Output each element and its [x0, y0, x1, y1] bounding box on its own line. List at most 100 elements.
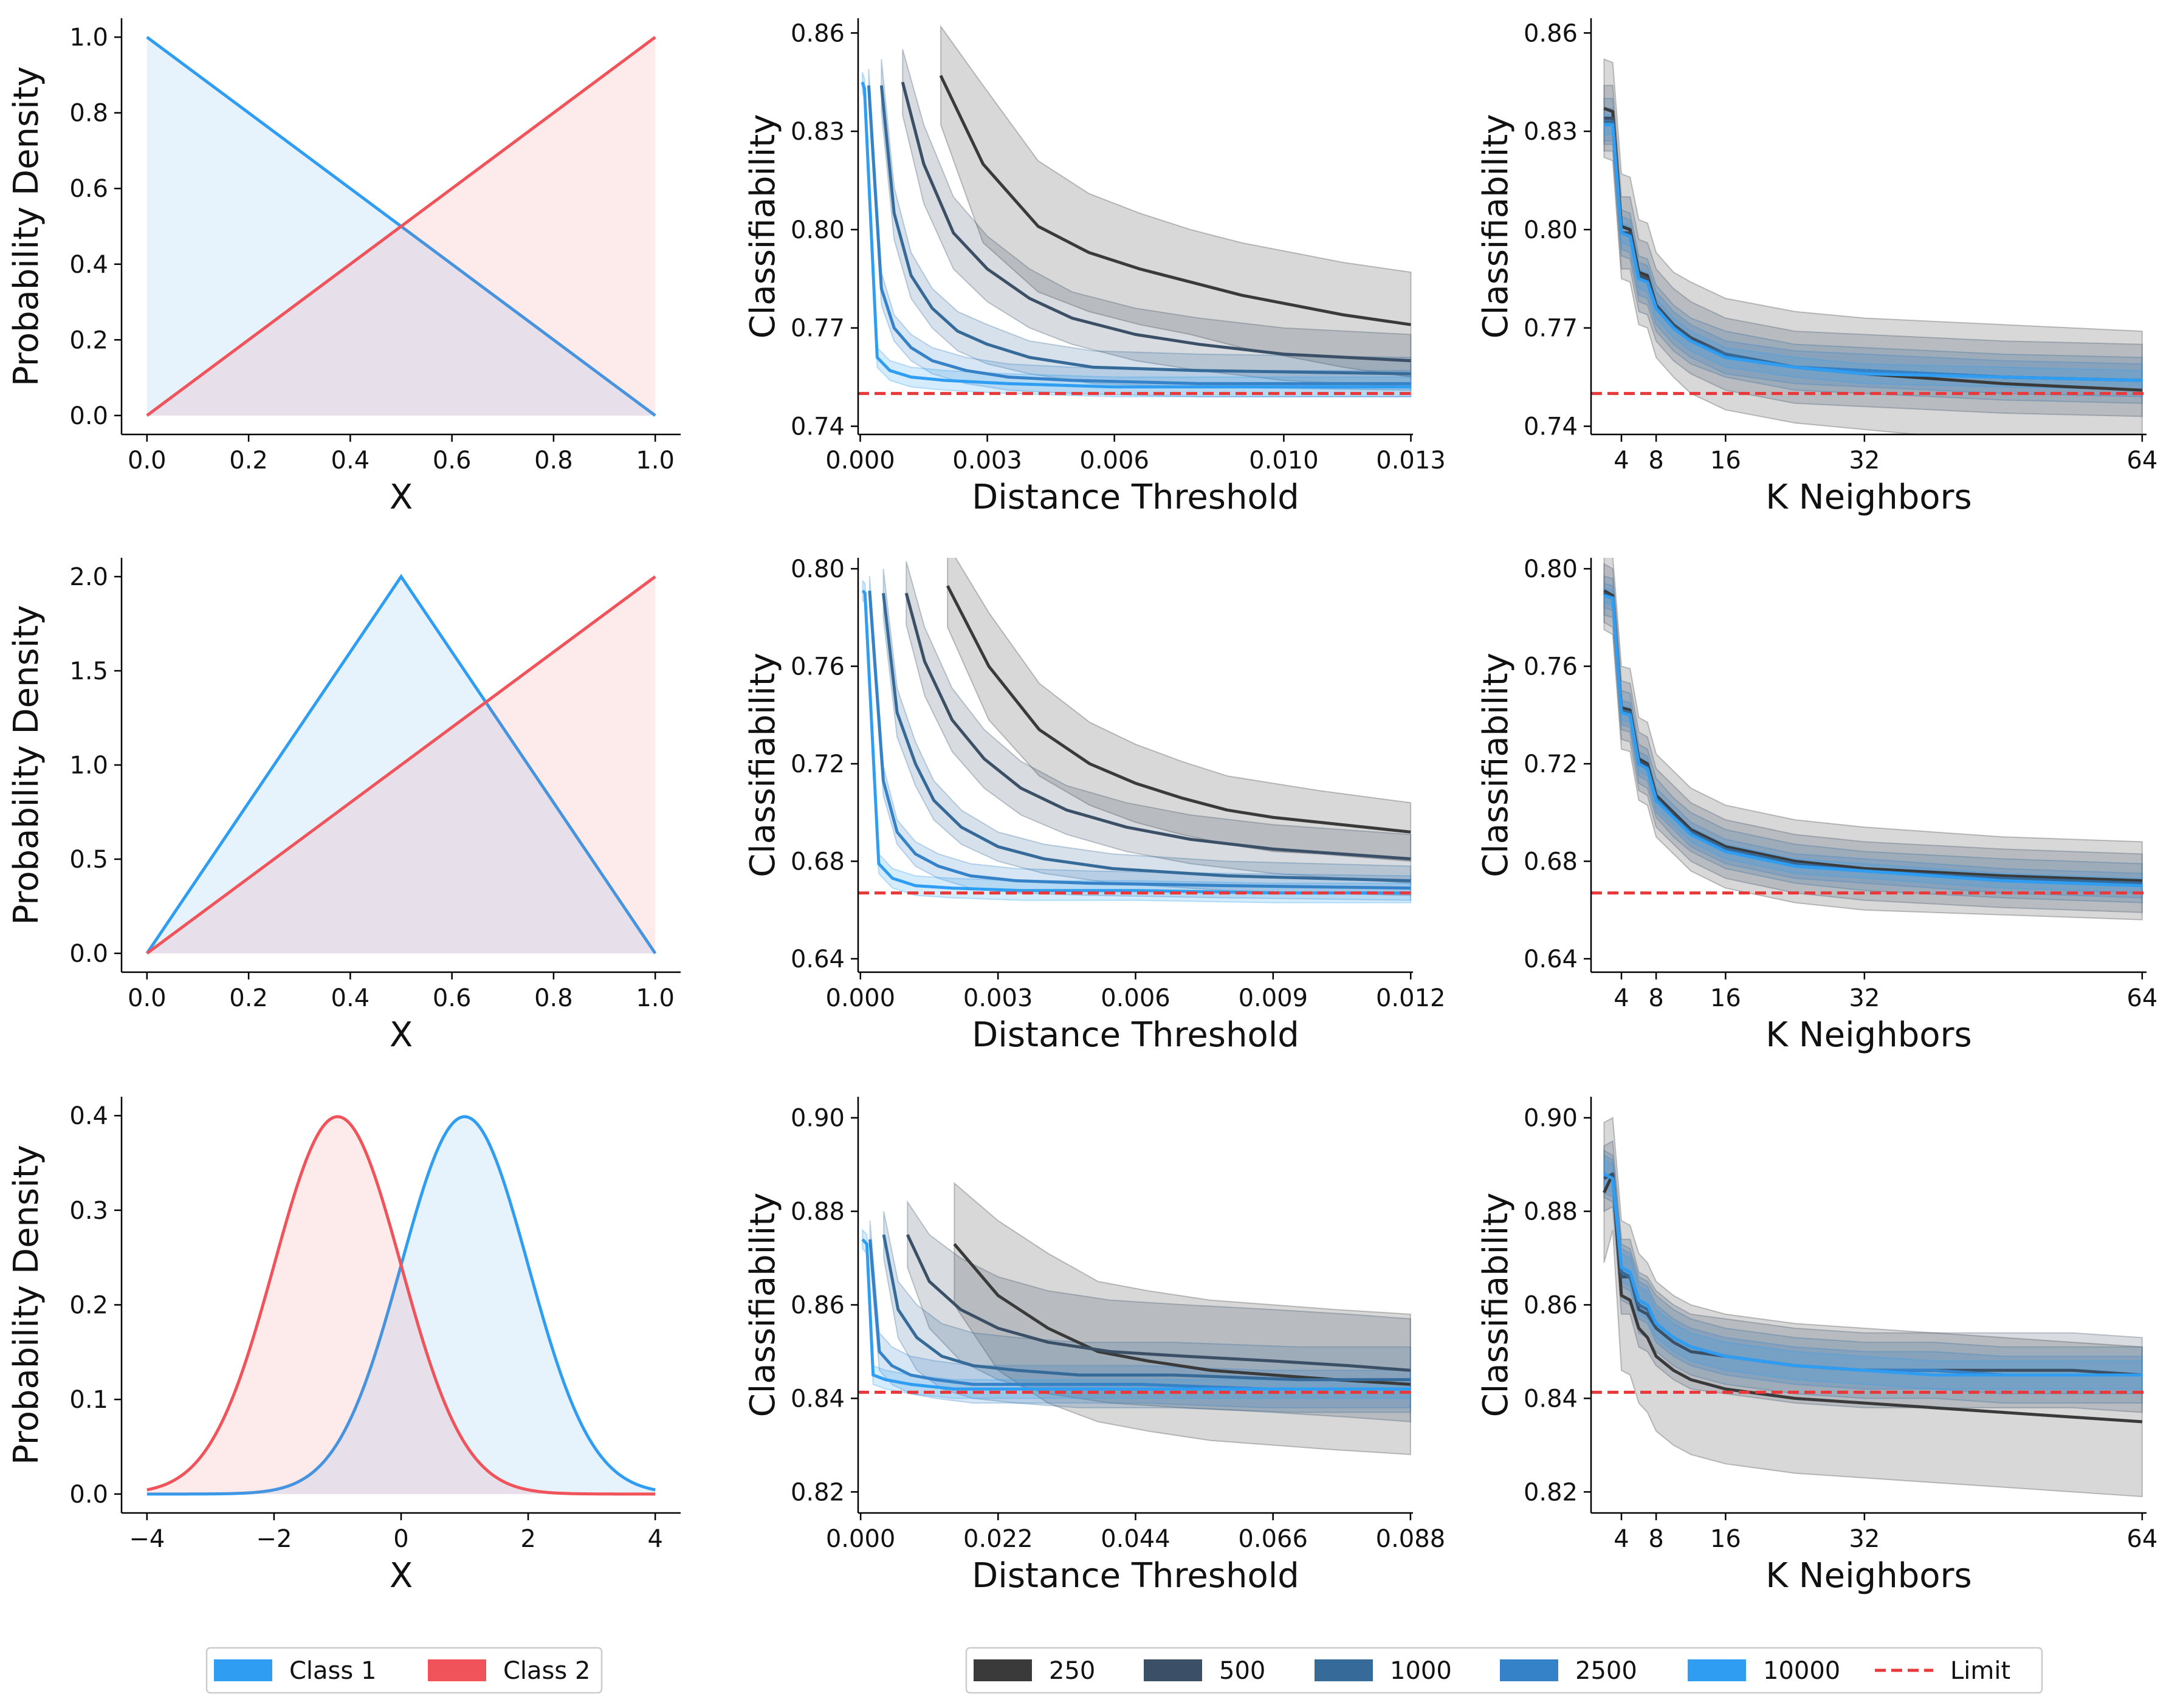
- legend-classes: Class 1 Class 2: [205, 1647, 603, 1694]
- x-axis-label: X: [390, 1015, 413, 1055]
- y-tick-label: 0.88: [1524, 1198, 1578, 1226]
- x-tick-label: 32: [1849, 447, 1880, 475]
- panel-r2c1: 0.0 0.2 0.4 0.6 0.8 1.0 0.0 0.5 1.0 1.5 2.0 X Probab…: [7, 558, 681, 1055]
- y-tick-label: 0.4: [69, 1102, 108, 1130]
- x-tick-label: 0.006: [1079, 447, 1149, 475]
- y-tick-label: 0.0: [69, 940, 108, 968]
- x-axis-label: Distance Threshold: [972, 1556, 1299, 1596]
- density-line-2: [146, 36, 656, 417]
- band-10000: [1603, 1159, 2143, 1390]
- legend-swatch: [974, 1659, 1032, 1681]
- y-tick-label: 0.64: [1524, 945, 1578, 973]
- legend-label: Class 2: [503, 1657, 590, 1685]
- x-tick-label: 0.4: [331, 984, 370, 1012]
- x-tick-label: −4: [129, 1525, 165, 1553]
- x-tick-label: 0.0: [128, 984, 167, 1012]
- x-tick-label: −2: [256, 1525, 292, 1553]
- band-250: [954, 1182, 1411, 1455]
- x-tick-label: 0.2: [229, 447, 268, 475]
- band-500: [1603, 84, 2143, 417]
- x-tick-label: 0.8: [534, 447, 573, 475]
- panel-r2c2: 0.000 0.003 0.006 0.009 0.012 0.64 0.68 0.72 0.7…: [743, 555, 1445, 1055]
- x-tick-label: 0.009: [1239, 984, 1308, 1012]
- x-tick-label: 0.006: [1101, 984, 1170, 1012]
- y-tick-label: 0.90: [791, 1105, 845, 1133]
- x-tick-label: 4: [1614, 447, 1629, 475]
- band-2500: [1603, 108, 2143, 397]
- panel-r1c2: 0.000 0.003 0.006 0.010 0.013 0.74 0.77 0.80 0.8…: [743, 18, 1446, 517]
- y-axis-label: Classifiability: [1476, 653, 1516, 877]
- y-tick-label: 0.86: [1524, 1292, 1578, 1320]
- x-tick-label: 0.066: [1238, 1525, 1308, 1553]
- series-line-10000: [1603, 594, 2142, 888]
- y-tick-label: 0.82: [791, 1478, 845, 1506]
- y-axis-label: Classifiability: [1476, 114, 1516, 339]
- band-2500: [1603, 582, 2143, 899]
- legend-swatch: [1144, 1659, 1202, 1681]
- series-line-250: [1603, 1172, 2143, 1424]
- legend-label: 250: [1049, 1657, 1095, 1685]
- y-axis-label: Classifiability: [1476, 1193, 1516, 1418]
- series-line-1000: [882, 592, 1411, 883]
- x-tick-label: 0.6: [433, 447, 472, 475]
- x-tick-label: 0.013: [1376, 447, 1446, 475]
- y-tick-label: 0.68: [1524, 848, 1578, 876]
- legend-swatch: [428, 1659, 486, 1681]
- series-line-2500: [868, 1239, 1411, 1391]
- density-fill-2: [146, 1116, 656, 1494]
- series-line-500: [901, 81, 1411, 363]
- x-tick-label: 0: [393, 1525, 408, 1553]
- y-tick-label: 0.84: [1524, 1385, 1578, 1413]
- band-250: [1603, 58, 2143, 434]
- y-tick-label: 0.86: [791, 19, 845, 47]
- x-tick-label: 4: [647, 1525, 662, 1553]
- y-tick-label: 0.76: [791, 653, 845, 681]
- y-tick-label: 0.77: [1524, 315, 1578, 343]
- series-line-1000: [882, 1234, 1411, 1382]
- series-line-250: [946, 585, 1411, 834]
- plot-area: [146, 36, 656, 417]
- x-tick-label: 0.022: [963, 1525, 1033, 1553]
- y-tick-label: 2.0: [69, 563, 108, 591]
- series-line-2500: [867, 85, 1411, 385]
- y-tick-label: 0.86: [1524, 19, 1578, 47]
- y-tick-label: 0.84: [791, 1385, 845, 1413]
- density-line-2: [146, 1115, 656, 1496]
- x-axis-label: Distance Threshold: [972, 478, 1299, 517]
- band-500: [1603, 1140, 2143, 1413]
- series-line-500: [906, 1233, 1411, 1372]
- density-fill-1: [146, 1116, 656, 1494]
- y-tick-label: 0.80: [1524, 555, 1578, 583]
- series-line-250: [953, 1243, 1411, 1386]
- legend-sizes: 250 500 1000 2500 10000 Limit: [965, 1647, 2043, 1694]
- y-axis-label: Probability Density: [7, 605, 46, 925]
- plot-area: [858, 1182, 1413, 1455]
- y-tick-label: 0.80: [791, 216, 845, 244]
- x-tick-label: 32: [1849, 1525, 1880, 1553]
- x-tick-label: 64: [2126, 984, 2157, 1012]
- y-tick-label: 0.77: [791, 315, 845, 343]
- band-500: [902, 49, 1412, 388]
- x-tick-label: 0.0: [128, 447, 167, 475]
- series-line-10000: [861, 1238, 1411, 1391]
- x-tick-label: 32: [1849, 984, 1880, 1012]
- legend-label: Limit: [1950, 1657, 2010, 1685]
- x-tick-label: 8: [1648, 1525, 1663, 1553]
- x-tick-label: 16: [1710, 1525, 1741, 1553]
- y-tick-label: 0.74: [1524, 413, 1578, 441]
- x-tick-label: 0.2: [229, 984, 268, 1012]
- plot-area: [1591, 58, 2147, 434]
- x-axis-label: X: [390, 478, 413, 517]
- x-axis-label: K Neighbors: [1765, 1556, 1971, 1596]
- legend-swatch: [1500, 1659, 1558, 1681]
- x-tick-label: 4: [1614, 984, 1629, 1012]
- x-tick-label: 0.000: [825, 447, 895, 475]
- band-250: [947, 558, 1412, 862]
- density-line-1: [145, 574, 657, 955]
- panel-r1c1: 0.0 0.2 0.4 0.6 0.8 1.0 0.0 0.2 0.4 0.6 0.8 1.0 X Pro…: [7, 18, 681, 517]
- band-10000: [861, 72, 1412, 397]
- y-axis-label: Probability Density: [7, 66, 46, 386]
- y-tick-label: 0.4: [69, 251, 108, 279]
- y-tick-label: 0.80: [791, 555, 845, 583]
